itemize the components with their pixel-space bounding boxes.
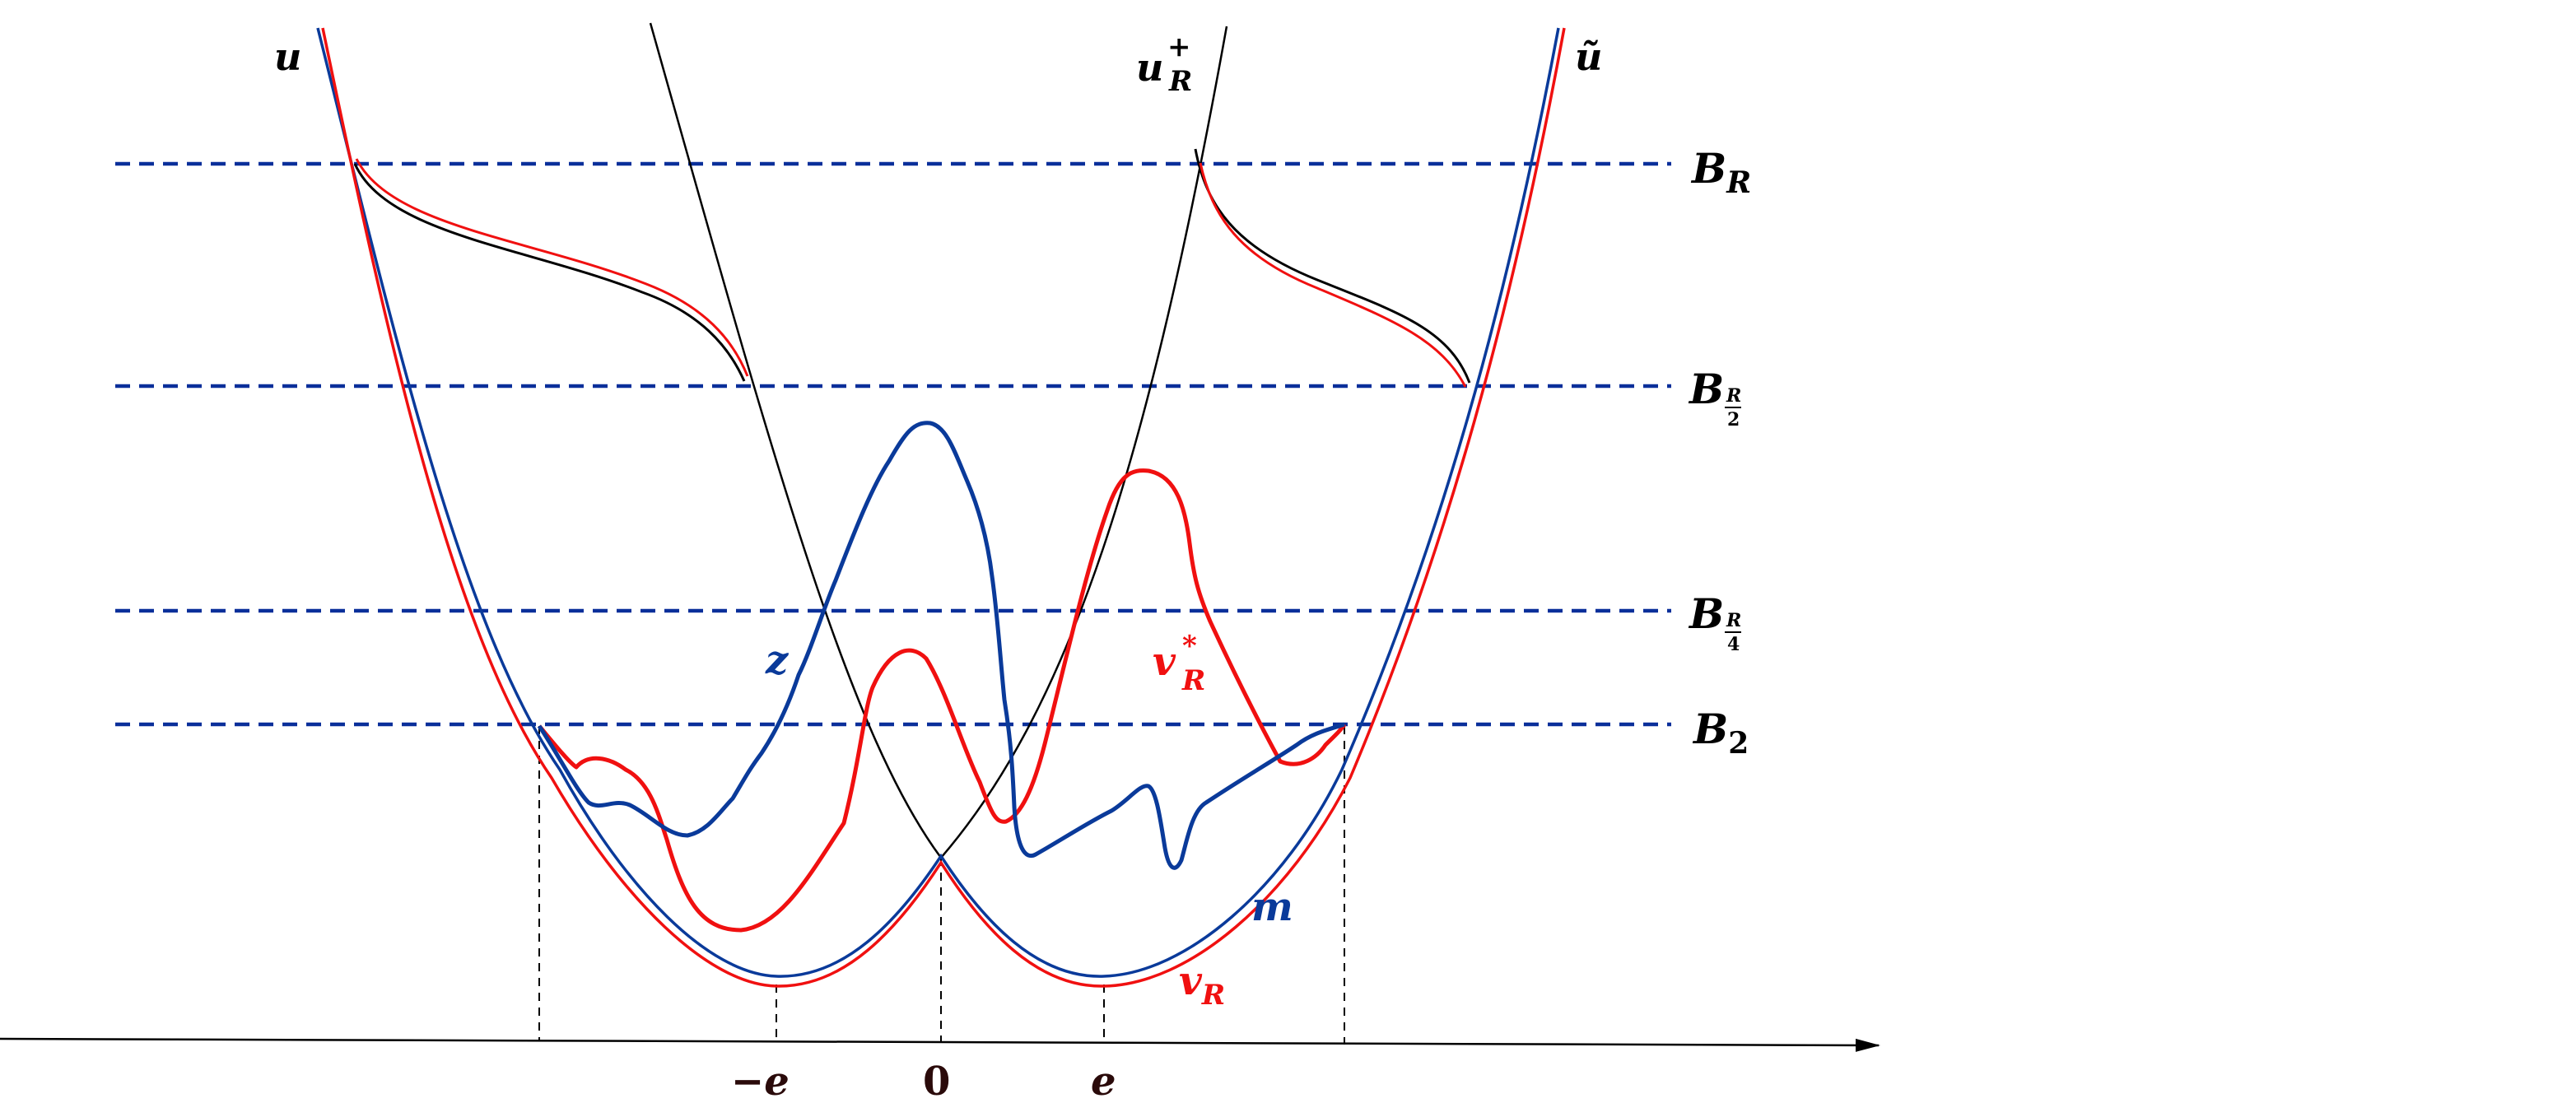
label-b-2-sub: 2 <box>1728 726 1749 761</box>
curve-u-r-plus-left-branch <box>940 26 1228 859</box>
label-b-2-base: B <box>1692 705 1728 753</box>
curve-left-connector-red <box>355 158 749 377</box>
label-b-r4-num: R <box>1726 610 1741 631</box>
curve-v-r-star <box>538 468 1347 933</box>
label-u-r-plus-base: u <box>1136 45 1163 90</box>
label-v-r-star: v * R <box>1153 630 1205 697</box>
curve-right-connector-red <box>1199 162 1467 388</box>
label-b-r4-base: B <box>1688 589 1724 638</box>
label-b-r-base: B <box>1690 144 1726 193</box>
label-b-r2-base: B <box>1688 365 1724 413</box>
label-v-r-star-sub: R <box>1181 664 1205 697</box>
label-u-r-plus: u + R <box>1136 30 1192 98</box>
label-u-r-plus-sup: + <box>1167 30 1191 63</box>
curve-u-right-branch <box>649 22 943 859</box>
drop-lines <box>538 726 1345 1045</box>
label-v-r-star-base: v <box>1153 639 1176 685</box>
curve-right-connector-black <box>1194 148 1471 384</box>
curve-v-r <box>321 27 1566 988</box>
label-b-r2-num: R <box>1726 385 1741 407</box>
label-v-r: vR <box>1179 958 1225 1012</box>
tick-label-zero: 0 <box>923 1059 950 1105</box>
label-m: m <box>1251 884 1293 930</box>
label-b-r4: B R 4 <box>1688 589 1741 655</box>
label-u-r-plus-sub: R <box>1168 65 1192 98</box>
tick-label-e: e <box>1091 1059 1116 1105</box>
label-b-r2: B R 2 <box>1688 365 1741 431</box>
label-b-r2-den: 2 <box>1727 409 1740 431</box>
level-lines <box>115 161 1671 727</box>
label-v-r-base: v <box>1179 958 1203 1004</box>
curve-left-connector-black <box>353 163 746 382</box>
label-b-r-sub: R <box>1726 165 1751 200</box>
label-v-r-star-sup: * <box>1182 630 1197 663</box>
label-b-r4-den: 4 <box>1727 634 1740 655</box>
label-v-r-sub: R <box>1201 979 1225 1012</box>
tick-label-neg-e: −e <box>731 1059 790 1105</box>
x-axis <box>0 1037 1880 1052</box>
label-b-2: B2 <box>1692 705 1749 761</box>
label-b-r: BR <box>1690 144 1751 200</box>
label-u-tilde: ũ <box>1575 35 1602 79</box>
curve-m <box>316 27 1560 978</box>
curve-z <box>537 421 1345 870</box>
label-u: u <box>274 35 301 79</box>
label-z: z <box>765 637 790 683</box>
